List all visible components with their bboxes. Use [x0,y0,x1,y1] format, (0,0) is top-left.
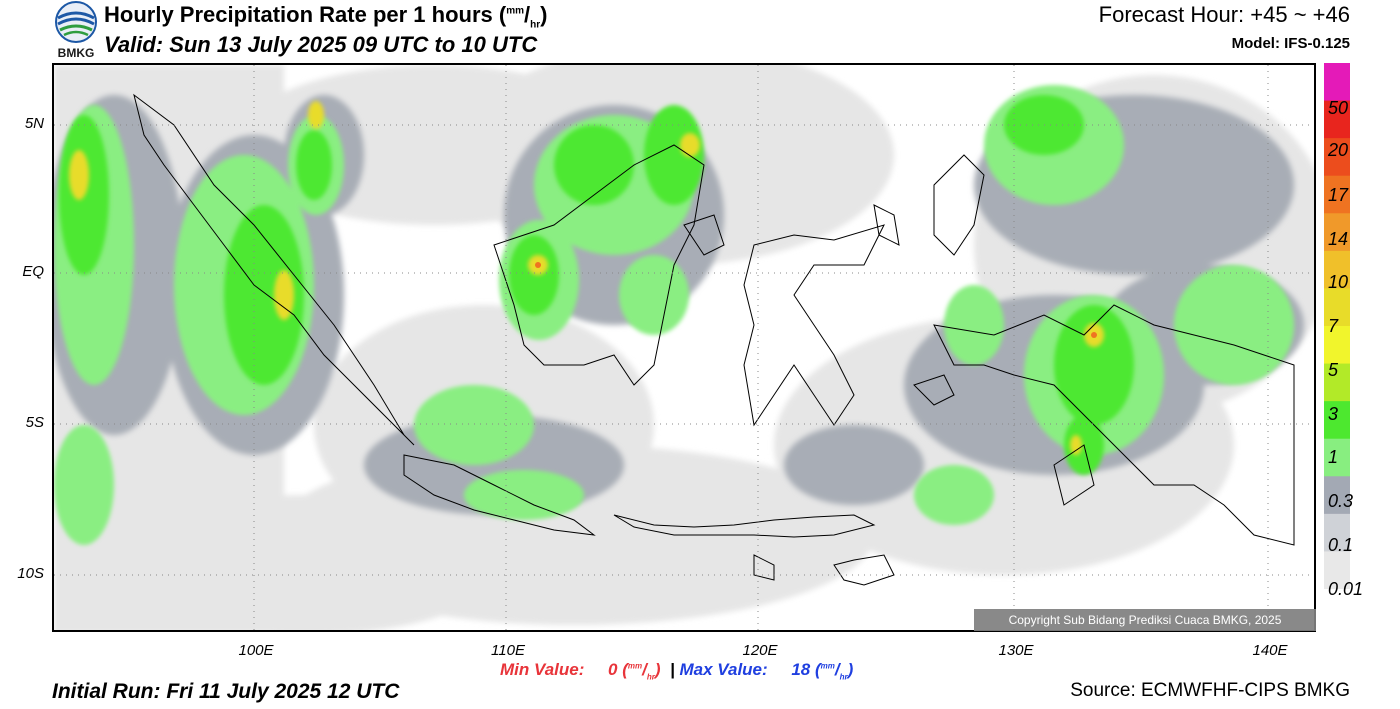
valid-period: Valid: Sun 13 July 2025 09 UTC to 10 UTC [104,32,538,57]
colorbar-swatch [1324,213,1350,252]
model-name: Model: IFS-0.125 [1231,35,1350,52]
colorbar-label-0-3: 0.3 [1328,491,1354,511]
colorbar-swatch [1324,288,1350,327]
copyright-note: Copyright Sub Bidang Prediksi Cuaca BMKG… [974,609,1316,631]
colorbar-label-0-1: 0.1 [1328,535,1354,555]
max-label: Max Value: [679,660,768,679]
colorbar-label-17: 17 [1328,185,1349,205]
coastlines [133,93,1295,586]
min-label: Min Value: [500,660,585,679]
bmkg-logo: BMKG [55,1,97,60]
colorbar [1324,63,1350,589]
gridlines [54,65,1314,630]
lat-label-5s: 5S [25,414,44,431]
colorbar-swatch [1324,513,1350,552]
max-value: 18 [791,660,811,679]
lon-label-140e: 140E [1252,642,1288,659]
colorbar-swatch [1324,401,1350,440]
lat-label-10s: 10S [17,565,44,582]
colorbar-swatch [1324,326,1350,365]
colorbar-label-10: 10 [1328,272,1349,292]
colorbar-label-20: 20 [1328,140,1349,160]
colorbar-swatch [1324,363,1350,402]
lat-label-eq: EQ [22,263,44,280]
colorbar-label-3: 3 [1328,404,1339,424]
map-title: Hourly Precipitation Rate per 1 hours (m… [104,2,548,31]
colorbar-label-5: 5 [1328,360,1339,380]
precip-yellow [69,101,1104,455]
initial-run: Initial Run: Fri 11 July 2025 12 UTC [52,680,400,703]
precipitation-map [52,63,1316,632]
colorbar-swatch [1324,63,1350,102]
logo-text: BMKG [58,46,95,60]
colorbar-swatch [1324,138,1350,177]
colorbar-label-7: 7 [1328,316,1339,336]
colorbar-swatch [1324,476,1350,515]
data-source: Source: ECMWFHF-CIPS BMKG [1070,680,1350,701]
precip-orange [535,262,1097,338]
colorbar-label-50: 50 [1328,98,1349,118]
colorbar-swatch [1324,551,1350,589]
forecast-hour: Forecast Hour: +45 ~ +46 [1098,2,1350,27]
colorbar-label-0-01: 0.01 [1328,579,1364,599]
lon-label-110e: 110E [491,642,525,659]
lon-label-100e: 100E [238,642,274,659]
colorbar-swatch [1324,438,1350,477]
separator: | [669,660,675,679]
min-max-summary: Min Value: 0 (mm/hr) | Max Value: 18 (mm… [500,660,854,682]
map-canvas [54,65,1314,630]
lat-label-5n: 5N [24,115,44,132]
lon-label-120e: 120E [742,642,778,659]
min-value: 0 [608,660,618,679]
lon-label-130e: 130E [998,642,1034,659]
colorbar-label-14: 14 [1328,229,1349,249]
colorbar-swatch [1324,175,1350,214]
colorbar-swatch [1324,100,1350,139]
colorbar-label-1: 1 [1328,447,1339,467]
colorbar-swatch [1324,250,1350,289]
